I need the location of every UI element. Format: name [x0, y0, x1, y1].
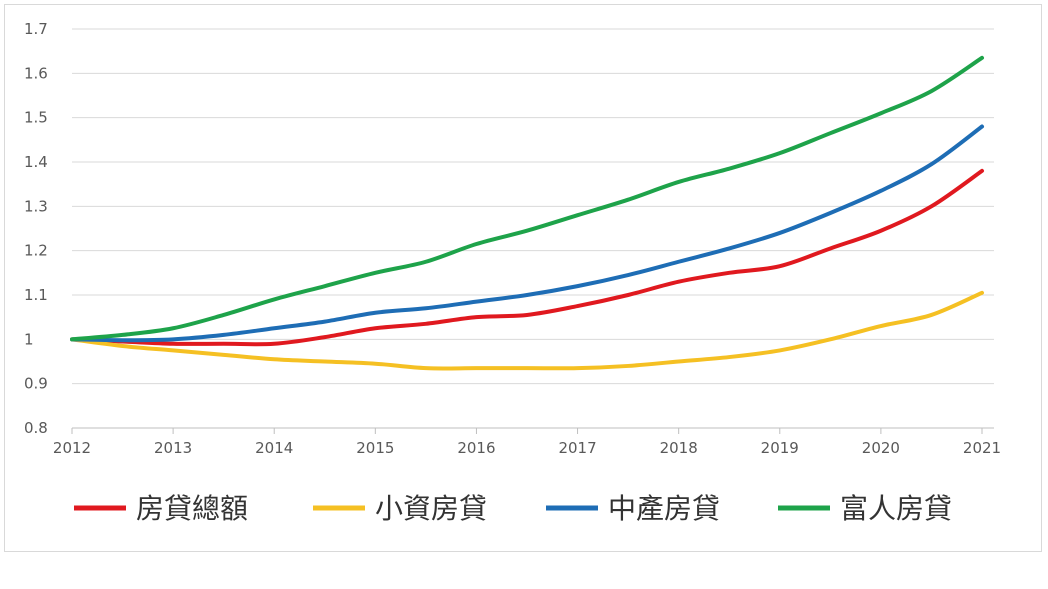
- x-tick-label: 2021: [963, 439, 1001, 457]
- legend-label-3: 中產房貸: [608, 492, 720, 525]
- x-tick-label: 2020: [862, 439, 900, 457]
- y-tick-label: 0.8: [24, 419, 48, 437]
- y-tick-label: 1.7: [24, 20, 48, 38]
- legend-label-2: 小資房貸: [375, 492, 487, 525]
- gridlines: [72, 28, 994, 385]
- y-tick-label: 1: [24, 330, 34, 348]
- y-tick-label: 1.5: [24, 109, 48, 127]
- y-tick-label: 1.1: [24, 286, 48, 304]
- series-line-2: [70, 290, 984, 371]
- series-line-4: [70, 55, 984, 342]
- x-tick-label: 2014: [255, 439, 293, 457]
- y-tick-label: 1.6: [24, 64, 48, 82]
- legend: 房貸總額 小資房貸 中產房貸 富人房貸: [74, 492, 952, 525]
- y-tick-label: 1.2: [24, 242, 48, 260]
- series-lines: [70, 55, 984, 371]
- axes: 0.8 0.9 1 1.1 1.2 1.3 1.4 1.5 1.6 1.7 2012 2013 2014…: [24, 20, 1001, 457]
- x-tick-label: 2017: [558, 439, 596, 457]
- y-tick-label: 1.4: [24, 153, 48, 171]
- y-tick-label: 0.9: [24, 375, 48, 393]
- x-tick-label: 2015: [356, 439, 394, 457]
- legend-label-4: 富人房貸: [840, 492, 952, 525]
- chart-frame: [4, 4, 1042, 552]
- series-line-1: [70, 168, 984, 347]
- y-tick-label: 1.3: [24, 197, 48, 215]
- x-tick-label: 2013: [154, 439, 192, 457]
- x-tick-label: 2012: [53, 439, 91, 457]
- legend-label-1: 房貸總額: [136, 492, 248, 525]
- x-tick-label: 2016: [457, 439, 495, 457]
- x-tick-label: 2018: [660, 439, 698, 457]
- x-tick-label: 2019: [761, 439, 799, 457]
- series-line-3: [70, 124, 984, 343]
